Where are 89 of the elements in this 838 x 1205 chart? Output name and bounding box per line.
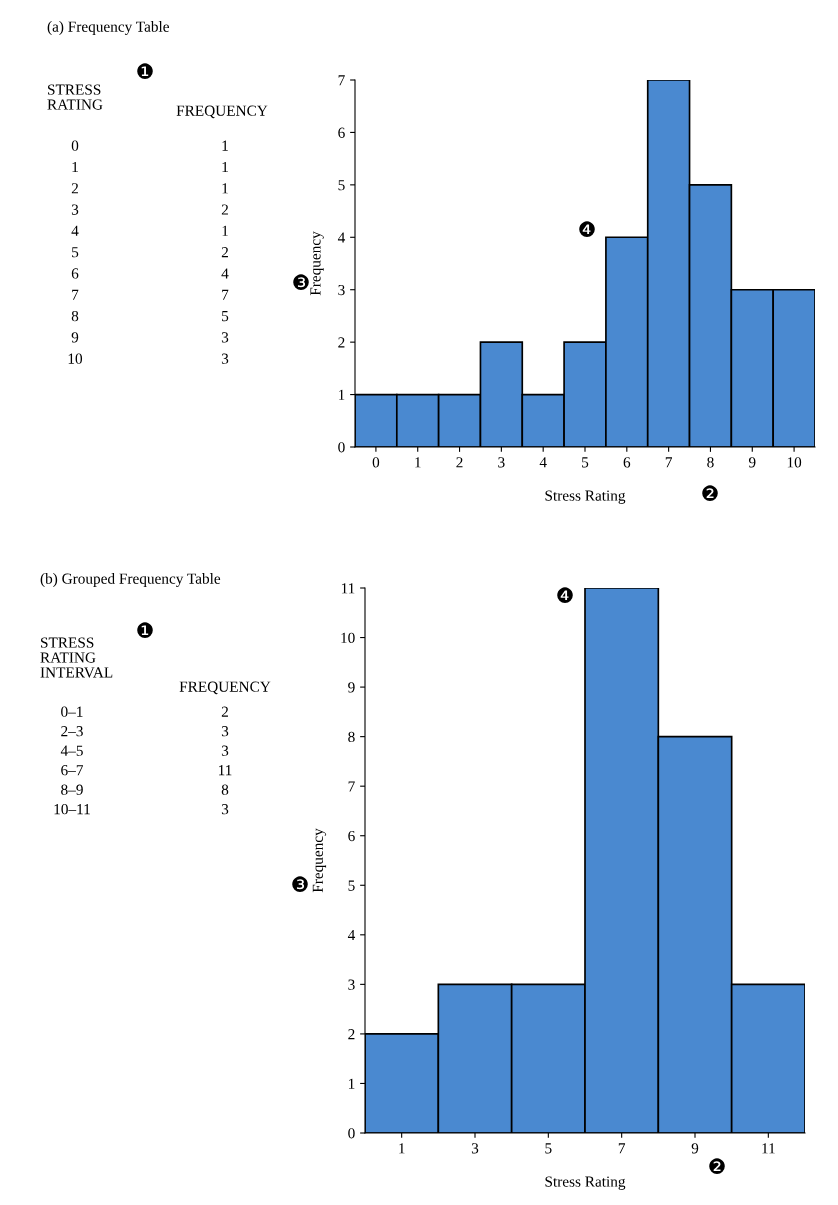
text: 6–7 xyxy=(61,765,84,776)
text: 7 xyxy=(72,289,79,300)
text: (a) Frequency Table xyxy=(47,21,169,35)
y-axis-title: Frequency xyxy=(312,828,327,893)
x-tick-label: 5 xyxy=(545,1143,552,1154)
x-tick-label: 2 xyxy=(456,457,463,468)
text: 8 xyxy=(221,784,229,795)
y-tick-label: 6 xyxy=(348,830,355,842)
text: (b) Grouped Frequency Table xyxy=(40,573,221,587)
text: 2 xyxy=(221,706,228,717)
text: 3 xyxy=(221,353,229,364)
text: 1 xyxy=(222,140,228,151)
text: 1 xyxy=(72,161,78,172)
text: 0–1 xyxy=(61,706,83,717)
text: 2 xyxy=(221,204,228,215)
y-tick-label: 9 xyxy=(348,682,355,693)
text: FREQUENCY xyxy=(176,105,268,119)
x-tick-label: 5 xyxy=(582,457,589,468)
y-tick-label: 1 xyxy=(338,389,345,400)
text: 10–11 xyxy=(54,804,90,815)
text: 5 xyxy=(222,311,229,322)
text: 10 xyxy=(68,353,83,364)
text: 3 xyxy=(221,745,229,756)
y-tick-label: 8 xyxy=(348,731,355,743)
x-tick-label: 4 xyxy=(539,457,547,468)
text: 3 xyxy=(221,332,229,343)
y-axis-title: Frequency xyxy=(310,231,324,296)
text: 2–3 xyxy=(61,726,83,737)
y-tick-label: 1 xyxy=(348,1078,355,1089)
text: 1 xyxy=(222,161,228,172)
text: STRESS RATING xyxy=(47,84,103,110)
y-tick-label: 6 xyxy=(338,127,345,138)
text: 9 xyxy=(71,332,79,343)
y-tick-label: 3 xyxy=(348,979,355,990)
text: ❸ xyxy=(292,876,308,892)
y-tick-label: 11 xyxy=(341,583,355,594)
text: 7 xyxy=(222,289,229,300)
y-tick-label: 2 xyxy=(348,1029,355,1040)
y-tick-label: 7 xyxy=(348,781,355,792)
x-tick-label: 9 xyxy=(691,1143,699,1154)
x-tick-label: 8 xyxy=(707,457,714,468)
y-tick-label: 5 xyxy=(348,880,355,891)
text: 8–9 xyxy=(61,784,83,795)
y-tick-label: 3 xyxy=(338,284,345,296)
text: 4 xyxy=(71,225,79,236)
x-axis-title: Stress Rating xyxy=(545,490,626,504)
y-tick-label: 0 xyxy=(348,1128,355,1139)
text: ❷ xyxy=(702,485,718,501)
x-tick-label: 11 xyxy=(762,1143,775,1154)
text: ❷ xyxy=(709,1158,725,1174)
text: 1 xyxy=(222,183,228,194)
x-tick-label: 3 xyxy=(498,457,505,468)
x-axis-title: Stress Rating xyxy=(545,1176,626,1190)
text: ❶ xyxy=(137,63,153,79)
text: 11 xyxy=(218,765,232,776)
y-tick-label: 4 xyxy=(347,930,356,941)
x-tick-label: 6 xyxy=(623,457,631,468)
y-tick-label: 0 xyxy=(338,442,345,453)
text: STRESS RATING INTERVAL xyxy=(40,637,113,678)
x-tick-label: 9 xyxy=(748,457,756,468)
text: 2 xyxy=(221,247,228,258)
text: 3 xyxy=(221,726,229,737)
text: 3 xyxy=(71,204,79,215)
text: ❸ xyxy=(293,274,309,290)
x-tick-label: 3 xyxy=(471,1143,479,1154)
text: 3 xyxy=(221,804,229,815)
y-tick-label: 5 xyxy=(338,180,345,191)
text: 4 xyxy=(221,268,229,279)
y-tick-label: 4 xyxy=(337,232,346,243)
x-tick-label: 7 xyxy=(665,457,673,468)
x-tick-label: 1 xyxy=(415,457,421,468)
text: 6 xyxy=(71,268,79,279)
y-tick-label: 2 xyxy=(338,337,345,348)
y-tick-label: 10 xyxy=(341,632,355,643)
text: 4–5 xyxy=(60,745,83,756)
y-tick-label: 7 xyxy=(338,75,345,86)
text: 0 xyxy=(71,140,79,151)
text: ❶ xyxy=(137,622,153,638)
x-tick-label: 7 xyxy=(618,1143,626,1154)
text: 5 xyxy=(72,247,79,258)
text: 8 xyxy=(71,310,79,322)
annotation: ❹ xyxy=(557,587,573,603)
x-tick-label: 0 xyxy=(372,457,380,468)
annotation: ❹ xyxy=(579,221,595,237)
text: 2 xyxy=(71,183,78,194)
x-tick-label: 10 xyxy=(787,457,802,468)
x-tick-label: 1 xyxy=(399,1143,405,1154)
text: 1 xyxy=(222,225,228,236)
text: FREQUENCY xyxy=(179,681,271,695)
